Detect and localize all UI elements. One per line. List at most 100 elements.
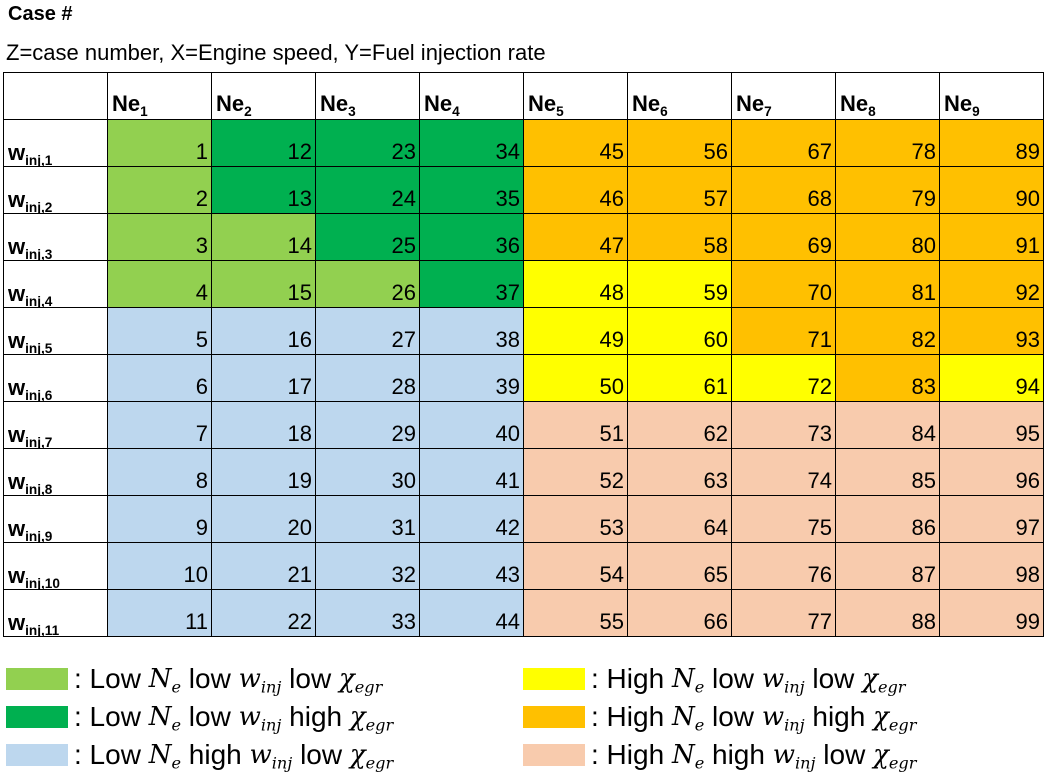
legend-item: : High Ne high winj low χegr: [523, 736, 916, 774]
case-cell: 81: [835, 260, 940, 308]
column-header-ne7-base: Ne: [736, 91, 765, 116]
row-header-winj1: winj,1: [3, 119, 108, 167]
case-cell: 58: [627, 213, 732, 261]
legend-winj-sub: inj: [271, 753, 293, 773]
case-cell: 67: [731, 119, 836, 167]
column-header-ne6-sub: 6: [660, 103, 668, 119]
case-cell: 21: [211, 542, 316, 590]
legend-item: : High Ne low winj low χegr: [523, 660, 906, 698]
corner-cell: [3, 72, 108, 120]
legend-swatch: [523, 668, 585, 690]
case-cell: 38: [419, 307, 524, 355]
case-cell: 36: [419, 213, 524, 261]
case-cell: 66: [627, 589, 732, 637]
legend-winj-sub: inj: [795, 753, 816, 773]
legend-prefix: : High: [591, 663, 672, 694]
legend-winj: winj: [772, 740, 816, 773]
case-cell: 98: [939, 542, 1044, 590]
legend-chi: χegr: [873, 702, 917, 735]
case-cell: 71: [731, 307, 836, 355]
table-row: winj,2 2 13 24 35 46 57 68 79 90: [3, 166, 1044, 214]
case-cell: 89: [939, 119, 1044, 167]
row-header-winj11-sub: inj,11: [25, 622, 60, 637]
case-cell: 79: [835, 166, 940, 214]
case-cell: 22: [211, 589, 316, 637]
row-header-winj5-sub: inj,5: [25, 340, 53, 355]
legend-swatch: [6, 668, 68, 690]
case-cell: 51: [523, 401, 628, 449]
case-cell: 28: [315, 354, 420, 402]
case-cell: 16: [211, 307, 316, 355]
row-header-winj2-sub: inj,2: [25, 199, 53, 214]
row-header-winj8: winj,8: [3, 448, 108, 496]
legend-w-level: low: [704, 701, 762, 732]
row-header-winj9: winj,9: [3, 495, 108, 543]
row-header-winj4-sub: inj,4: [25, 293, 53, 308]
legend-ne-sub: e: [171, 677, 181, 697]
column-header-ne6-base: Ne: [632, 91, 661, 116]
table-row: winj,10 10 21 32 43 54 65 76 87 98: [3, 542, 1044, 590]
legend-winj: winj: [249, 740, 293, 773]
case-cell: 83: [835, 354, 940, 402]
case-cell: 49: [523, 307, 628, 355]
case-cell: 78: [835, 119, 940, 167]
legend-chi: χegr: [349, 740, 394, 773]
case-cell: 12: [211, 119, 316, 167]
case-cell: 40: [419, 401, 524, 449]
legend-ne: Ne: [671, 702, 705, 735]
case-cell: 8: [107, 448, 212, 496]
case-cell: 70: [731, 260, 836, 308]
legend-w-level: low: [181, 663, 239, 694]
page-title: Case #: [8, 3, 73, 25]
legend-ne: Ne: [671, 740, 705, 773]
legend-chi-sub: egr: [888, 753, 917, 773]
legend-x-level: high: [281, 701, 350, 732]
legend-winj: winj: [761, 664, 805, 697]
case-cell: 91: [939, 213, 1044, 261]
row-header-winj4: winj,4: [3, 260, 108, 308]
legend-chi: χegr: [349, 702, 394, 735]
legend-w-level: high: [181, 739, 250, 770]
case-cell: 61: [627, 354, 732, 402]
case-cell: 31: [315, 495, 420, 543]
column-header-ne5-sub: 5: [556, 103, 564, 119]
case-cell: 30: [315, 448, 420, 496]
case-cell: 3: [107, 213, 212, 261]
column-header-ne1-sub: 1: [140, 103, 148, 119]
case-cell: 44: [419, 589, 524, 637]
case-cell: 27: [315, 307, 420, 355]
case-cell: 94: [939, 354, 1044, 402]
legend-prefix: : Low: [74, 701, 149, 732]
legend-winj-sub: inj: [260, 715, 282, 735]
case-cell: 53: [523, 495, 628, 543]
row-header-winj8-base: w: [8, 469, 26, 494]
case-cell: 64: [627, 495, 732, 543]
row-header-winj3: winj,3: [3, 213, 108, 261]
row-header-winj3-sub: inj,3: [25, 246, 53, 261]
legend-winj: winj: [238, 702, 282, 735]
column-header-ne3-sub: 3: [348, 103, 356, 119]
case-cell: 13: [211, 166, 316, 214]
case-cell: 37: [419, 260, 524, 308]
legend-x-level: low: [804, 663, 863, 694]
column-header-ne5: Ne5: [523, 72, 628, 120]
column-header-ne7: Ne7: [731, 72, 836, 120]
case-cell: 88: [835, 589, 940, 637]
legend-x-level: low: [815, 739, 874, 770]
row-header-winj4-base: w: [8, 281, 26, 306]
column-header-ne3: Ne3: [315, 72, 420, 120]
case-cell: 45: [523, 119, 628, 167]
row-header-winj1-base: w: [8, 140, 26, 165]
case-cell: 4: [107, 260, 212, 308]
legend-swatch: [6, 744, 68, 766]
row-header-winj5-base: w: [8, 328, 26, 353]
case-cell: 69: [731, 213, 836, 261]
legend-prefix: : Low: [74, 739, 149, 770]
case-cell: 32: [315, 542, 420, 590]
row-header-winj2-base: w: [8, 187, 26, 212]
row-header-winj10-sub: inj,10: [25, 575, 60, 590]
case-cell: 1: [107, 119, 212, 167]
case-cell: 92: [939, 260, 1044, 308]
row-header-winj11-base: w: [8, 610, 26, 635]
case-cell: 18: [211, 401, 316, 449]
